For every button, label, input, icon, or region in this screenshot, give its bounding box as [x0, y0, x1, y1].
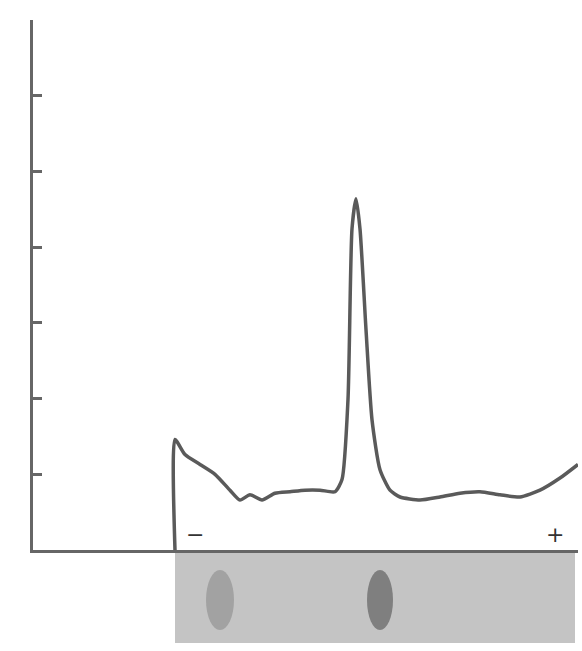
svg-text:+: + [546, 522, 564, 547]
svg-text:−: − [186, 522, 204, 547]
